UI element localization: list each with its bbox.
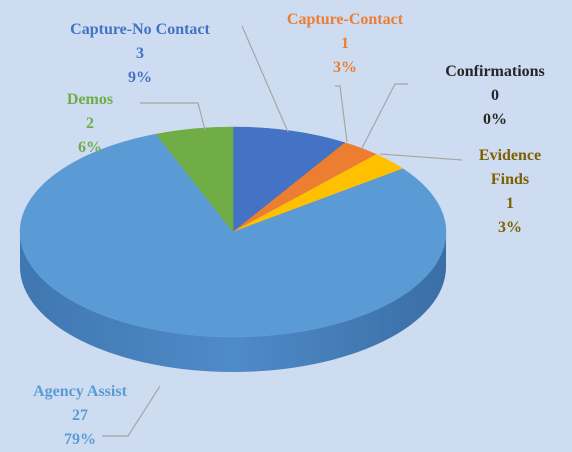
pie-slice <box>19 133 447 338</box>
label-value: 27 <box>72 407 88 424</box>
label-percent: 6% <box>78 139 102 156</box>
label-percent: 9% <box>128 69 152 86</box>
pie-slice <box>155 126 234 233</box>
label-percent: 3% <box>498 219 522 236</box>
label-name: Capture-Contact <box>286 11 404 28</box>
leader-line <box>361 83 408 149</box>
label-percent: 0% <box>483 111 507 128</box>
label-name: Demos <box>66 91 114 108</box>
pie-slice <box>232 126 346 233</box>
label-percent: 3% <box>333 59 357 76</box>
label-value: 1 <box>341 35 349 52</box>
leader-line <box>335 85 348 143</box>
leader-line <box>102 385 161 437</box>
label-name: Capture-No Contact <box>70 21 210 38</box>
label-value: 2 <box>86 115 94 132</box>
data-label: Capture-Contact 1 3% <box>275 8 415 80</box>
label-value: 1 <box>506 195 514 212</box>
label-value: 0 <box>491 87 499 104</box>
data-label: Demos 2 6% <box>50 88 130 160</box>
leader-line <box>241 25 289 133</box>
data-label: Agency Assist 27 79% <box>0 380 160 452</box>
data-label: Capture-No Contact 3 9% <box>40 18 240 90</box>
label-name: Evidence Finds <box>478 147 542 188</box>
data-label: Evidence Finds 1 3% <box>465 144 555 240</box>
label-name: Agency Assist <box>33 383 127 400</box>
leader-line <box>379 153 463 161</box>
pie-side <box>20 232 446 372</box>
leader-line <box>140 102 206 131</box>
label-percent: 79% <box>64 431 96 448</box>
label-value: 3 <box>136 45 144 62</box>
label-name: Confirmations <box>445 63 545 80</box>
data-label: Confirmations 0 0% <box>415 60 572 132</box>
